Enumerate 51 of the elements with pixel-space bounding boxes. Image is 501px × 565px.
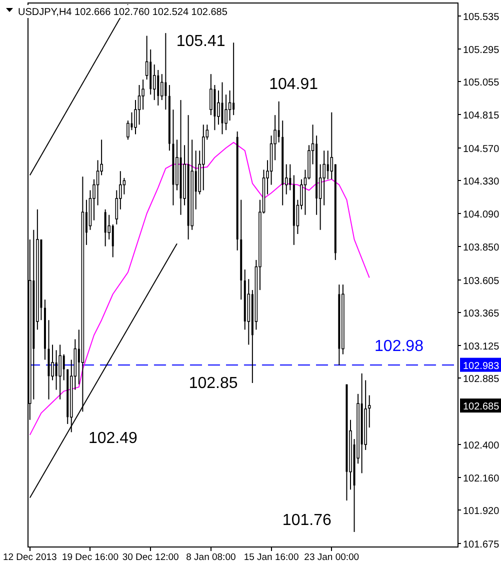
y-tick-label: 104.815 xyxy=(463,110,500,122)
y-tick-label: 101.675 xyxy=(463,540,500,551)
y-tick-label: 104.570 xyxy=(463,144,500,155)
y-tick-label: 102.885 xyxy=(463,374,500,386)
y-tick-label: 102.400 xyxy=(463,440,500,452)
candlestick xyxy=(221,82,224,135)
candlestick xyxy=(278,100,280,143)
candlestick xyxy=(55,350,58,390)
y-tick-label: 103.365 xyxy=(463,308,500,320)
y-tick-label: 101.920 xyxy=(463,506,500,518)
annotation: 104.91 xyxy=(269,76,318,93)
candlestick xyxy=(232,42,235,116)
candlestick xyxy=(51,344,54,381)
x-tick-label: 12 Dec 2013 xyxy=(2,552,57,563)
y-tick-label: 105.295 xyxy=(463,44,500,56)
x-tick-label: 23 Jan 00:00 xyxy=(304,552,360,563)
annotation: 102.85 xyxy=(188,375,238,392)
annotation: 105.41 xyxy=(176,33,226,50)
annotation: 102.49 xyxy=(88,430,138,447)
ref-line-label: 102.98 xyxy=(374,338,424,355)
candlestick xyxy=(157,69,160,106)
candlestick xyxy=(217,90,220,126)
y-tick-label: 104.330 xyxy=(463,176,500,188)
x-tick-label: 19 Dec 16:00 xyxy=(62,552,118,563)
y-tick-label: 104.090 xyxy=(463,209,500,220)
x-tick-label: 15 Jan 16:00 xyxy=(244,552,299,563)
x-tick-label: 8 Jan 08:00 xyxy=(186,552,236,563)
candlestick xyxy=(224,94,228,131)
candlestick xyxy=(112,224,114,258)
candlestick xyxy=(138,84,141,126)
candlestick xyxy=(58,344,62,400)
y-tick-label: 103.605 xyxy=(463,276,500,287)
x-tick-label: 30 Dec 12:00 xyxy=(122,552,179,563)
candlestick xyxy=(164,32,167,110)
candlestick xyxy=(62,354,65,381)
candlestick xyxy=(228,90,232,122)
annotation: 101.76 xyxy=(282,512,332,529)
y-tick-label: 105.535 xyxy=(463,12,500,23)
candlestick xyxy=(289,164,292,191)
y-tick-label: 103.125 xyxy=(463,341,500,352)
candlestick xyxy=(326,150,329,180)
candlestick xyxy=(134,100,137,135)
y-tick-label: 102.160 xyxy=(463,473,500,484)
annotation: 102.685 xyxy=(463,402,500,413)
annotation: 102.983 xyxy=(463,360,500,372)
candlestick xyxy=(96,160,100,206)
y-tick-label: 105.055 xyxy=(463,78,500,89)
chart-title: USDJPY,H4 102.666 102.760 102.524 102.685 xyxy=(18,7,228,18)
y-tick-label: 103.850 xyxy=(463,242,500,254)
candlestick xyxy=(104,208,106,247)
candlestick xyxy=(368,394,371,428)
